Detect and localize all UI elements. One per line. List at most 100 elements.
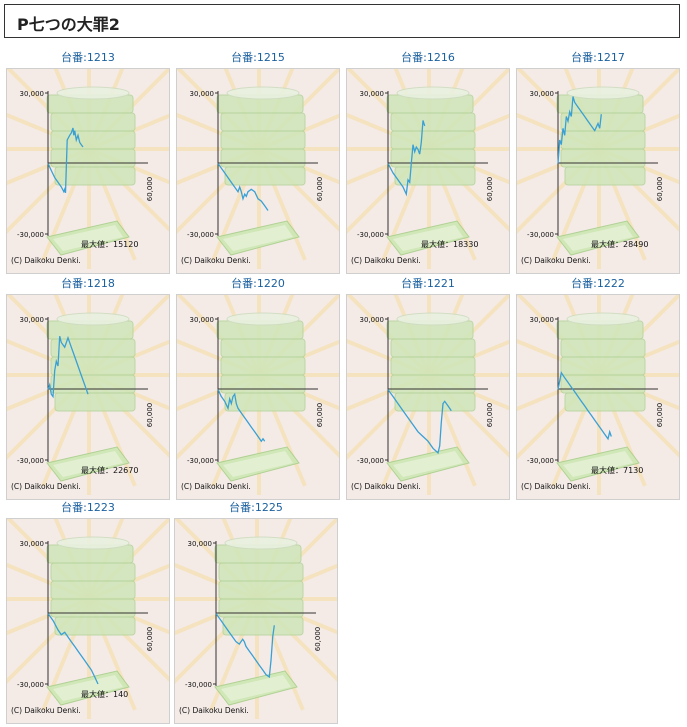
- background-illustration: [175, 519, 338, 719]
- tray-balls: [57, 87, 129, 99]
- slump-chart: 30,000 -30,000 60,000 (C) Daikoku Denki.: [176, 294, 340, 500]
- max-value-label: 最大値：18330: [421, 239, 478, 249]
- stacked-tray: [391, 113, 475, 131]
- y-tick-label-bottom: -30,000: [357, 231, 384, 239]
- machine-number-link[interactable]: 台番:1217: [516, 50, 680, 66]
- x-tick-label: 60,000: [656, 403, 664, 428]
- machine-number-link[interactable]: 台番:1222: [516, 276, 680, 292]
- stacked-tray: [221, 357, 305, 375]
- y-tick-label-bottom: -30,000: [527, 457, 554, 465]
- machine-number-link[interactable]: 台番:1218: [6, 276, 170, 292]
- max-value-label: 最大値：22670: [81, 465, 138, 475]
- machine-number-link[interactable]: 台番:1223: [6, 500, 170, 516]
- copyright-label: (C) Daikoku Denki.: [181, 256, 251, 265]
- copyright-label: (C) Daikoku Denki.: [11, 482, 81, 491]
- background-illustration: [177, 69, 340, 269]
- page-title: P七つの大罪2: [17, 11, 120, 35]
- stacked-tray: [51, 339, 135, 357]
- x-tick-label: 60,000: [146, 177, 154, 202]
- tray-balls: [57, 313, 129, 325]
- stacked-tray: [219, 581, 303, 599]
- max-value-caption: 最大値：: [81, 689, 113, 699]
- x-tick-label: 60,000: [314, 627, 322, 652]
- y-tick-label-bottom: -30,000: [187, 457, 214, 465]
- stacked-tray: [55, 393, 135, 411]
- stacked-tray: [221, 113, 305, 131]
- tray-balls: [227, 87, 299, 99]
- stacked-tray: [51, 357, 135, 375]
- stacked-tray: [561, 113, 645, 131]
- slump-chart: 30,000 -30,000 60,000 最大値：28490 (C) Daikoku …: [516, 68, 680, 274]
- machine-chart-card: 台番:1220 30,000 -30,000 60,000 (C) Daikoku De…: [176, 276, 340, 500]
- machine-chart-card: 台番:1217 30,000 -30,000 60,000 最大値：28490 (C) D…: [516, 50, 680, 274]
- stacked-tray: [219, 599, 303, 617]
- y-tick-label-top: 30,000: [20, 90, 45, 98]
- stacked-tray: [221, 149, 305, 167]
- machine-number-link[interactable]: 台番:1221: [346, 276, 510, 292]
- stacked-tray: [51, 131, 135, 149]
- background-illustration: [517, 69, 680, 269]
- stacked-tray: [51, 599, 135, 617]
- y-tick-label-bottom: -30,000: [187, 231, 214, 239]
- slump-chart: 30,000 -30,000 60,000 最大値：140 (C) Daikoku De…: [6, 518, 170, 724]
- y-tick-label-bottom: -30,000: [17, 457, 44, 465]
- stacked-tray: [391, 131, 475, 149]
- background-illustration: [347, 69, 510, 269]
- stacked-tray: [51, 581, 135, 599]
- y-tick-label-top: 30,000: [190, 90, 215, 98]
- machine-number-link[interactable]: 台番:1216: [346, 50, 510, 66]
- stacked-tray: [51, 563, 135, 581]
- max-value-label: 最大値：7130: [591, 465, 643, 475]
- slump-chart: 30,000 -30,000 60,000 (C) Daikoku Denki.: [346, 294, 510, 500]
- slump-chart: 30,000 -30,000 60,000 (C) Daikoku Denki.: [174, 518, 338, 724]
- max-value-caption: 最大値：: [591, 239, 623, 249]
- x-tick-label: 60,000: [486, 177, 494, 202]
- y-tick-label-bottom: -30,000: [357, 457, 384, 465]
- slump-chart-svg: 30,000 -30,000 60,000 (C) Daikoku Denki.: [347, 295, 510, 500]
- max-value-number: 7130: [623, 466, 643, 475]
- y-tick-label-top: 30,000: [360, 316, 385, 324]
- background-illustration: [7, 69, 170, 269]
- slump-chart-svg: 30,000 -30,000 60,000 (C) Daikoku Denki.: [177, 69, 340, 274]
- copyright-label: (C) Daikoku Denki.: [179, 706, 249, 715]
- stacked-tray: [221, 339, 305, 357]
- stacked-tray: [51, 375, 135, 393]
- tray-balls: [397, 313, 469, 325]
- max-value-label: 最大値：140: [81, 689, 128, 699]
- stacked-tray: [395, 167, 475, 185]
- machine-number-link[interactable]: 台番:1213: [6, 50, 170, 66]
- y-tick-label-bottom: -30,000: [17, 681, 44, 689]
- copyright-label: (C) Daikoku Denki.: [521, 482, 591, 491]
- background-illustration: [347, 295, 510, 495]
- y-tick-label-bottom: -30,000: [17, 231, 44, 239]
- y-tick-label-top: 30,000: [190, 316, 215, 324]
- machine-number-link[interactable]: 台番:1220: [176, 276, 340, 292]
- stacked-tray: [391, 149, 475, 167]
- stacked-tray: [223, 617, 303, 635]
- stacked-tray: [391, 375, 475, 393]
- tray-balls: [227, 313, 299, 325]
- x-tick-label: 60,000: [656, 177, 664, 202]
- slump-chart-svg: 30,000 -30,000 60,000 (C) Daikoku Denki.: [177, 295, 340, 500]
- background-illustration: [177, 295, 340, 495]
- stacked-tray: [51, 113, 135, 131]
- max-value-number: 140: [113, 690, 128, 699]
- y-tick-label-top: 30,000: [188, 540, 213, 548]
- slump-chart: 30,000 -30,000 60,000 最大値：22670 (C) Daikoku …: [6, 294, 170, 500]
- machine-number-link[interactable]: 台番:1225: [174, 500, 338, 516]
- machine-chart-card: 台番:1221 30,000 -30,000 60,000 (C) Daikoku De…: [346, 276, 510, 500]
- copyright-label: (C) Daikoku Denki.: [11, 256, 81, 265]
- stacked-tray: [391, 357, 475, 375]
- background-illustration: [517, 295, 680, 495]
- x-tick-label: 60,000: [316, 177, 324, 202]
- background-illustration: [7, 519, 170, 719]
- slump-chart-svg: 30,000-30,00060,000最大値：28490(C) Daikoku …: [517, 69, 680, 274]
- max-value-caption: 最大値：: [81, 465, 113, 475]
- machine-number-link[interactable]: 台番:1215: [176, 50, 340, 66]
- slump-chart: 30,000 -30,000 60,000 最大値：18330 (C) Daikoku …: [346, 68, 510, 274]
- slump-chart: 30,000 -30,000 60,000 最大値：15120 (C) Daikoku …: [6, 68, 170, 274]
- copyright-label: (C) Daikoku Denki.: [351, 482, 421, 491]
- max-value-label: 最大値：28490: [591, 239, 648, 249]
- machine-chart-card: 台番:1222 30,000 -30,000 60,000 最大値：7130 (C) Da…: [516, 276, 680, 500]
